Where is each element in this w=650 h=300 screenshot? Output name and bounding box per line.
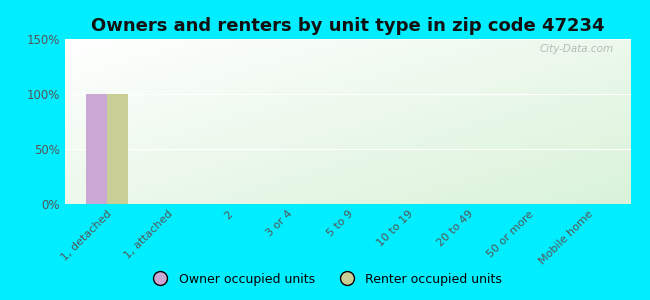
Title: Owners and renters by unit type in zip code 47234: Owners and renters by unit type in zip c… [91, 17, 604, 35]
Text: City-Data.com: City-Data.com [540, 44, 614, 54]
Legend: Owner occupied units, Renter occupied units: Owner occupied units, Renter occupied un… [143, 268, 507, 291]
Bar [107, 94, 128, 204]
Bar [86, 94, 107, 204]
